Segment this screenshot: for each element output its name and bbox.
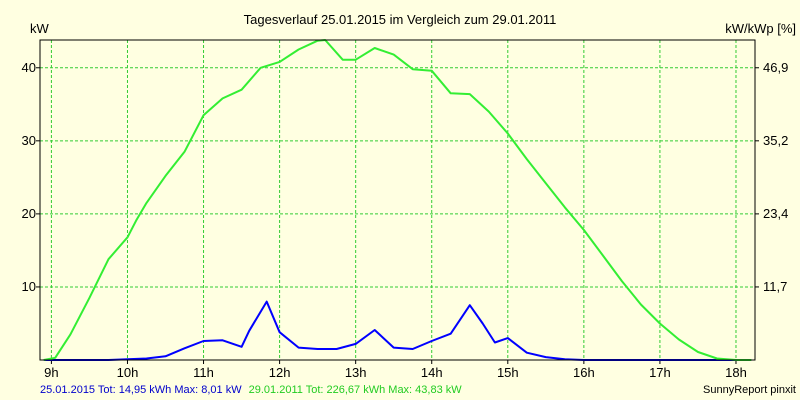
x-tick-label: 11h <box>193 365 214 380</box>
x-tick-label: 15h <box>497 365 519 380</box>
x-tick-label: 13h <box>345 365 367 380</box>
axis-ticks: 9h 10h 11h 12h 13h 14h 15h 16h 17h 18h 10 20 30 40 11,… <box>22 60 789 380</box>
y-tick-label-left: 40 <box>22 60 36 75</box>
series-line-1 <box>43 300 752 361</box>
x-tick-label: 16h <box>573 365 595 380</box>
chart-title: Tagesverlauf 25.01.2015 im Vergleich zum… <box>244 12 557 27</box>
y-tick-label-left: 10 <box>22 279 36 294</box>
x-tick-label: 12h <box>269 365 291 380</box>
y-tick-label-right: 46,9 <box>763 60 788 75</box>
y-tick-label-right: 35,2 <box>763 133 788 148</box>
grid <box>40 40 755 360</box>
y-axis-right-label: kW/kWp [%] <box>725 21 796 36</box>
footer-legend: 25.01.2015 Tot: 14,95 kWh Max: 8,01 kW 2… <box>40 384 462 396</box>
series-line-2 <box>43 39 752 361</box>
y-tick-label-left: 20 <box>22 206 36 221</box>
footer-series2: 29.01.2011 Tot: 226,67 kWh Max: 43,83 kW <box>249 384 463 396</box>
series-layer <box>43 39 752 361</box>
footer-series1: 25.01.2015 Tot: 14,95 kWh Max: 8,01 kW <box>40 384 242 396</box>
footer-credit: SunnyReport pinxit <box>703 384 796 396</box>
y-axis-left-label: kW <box>30 21 50 36</box>
y-tick-label-left: 30 <box>22 133 36 148</box>
y-tick-label-right: 11,7 <box>763 279 787 294</box>
x-tick-label: 17h <box>649 365 671 380</box>
x-tick-label: 10h <box>117 365 139 380</box>
x-tick-label: 14h <box>421 365 443 380</box>
y-tick-label-right: 23,4 <box>763 206 788 221</box>
x-tick-label: 9h <box>44 365 58 380</box>
x-tick-label: 18h <box>725 365 747 380</box>
plot-frame <box>39 39 756 361</box>
